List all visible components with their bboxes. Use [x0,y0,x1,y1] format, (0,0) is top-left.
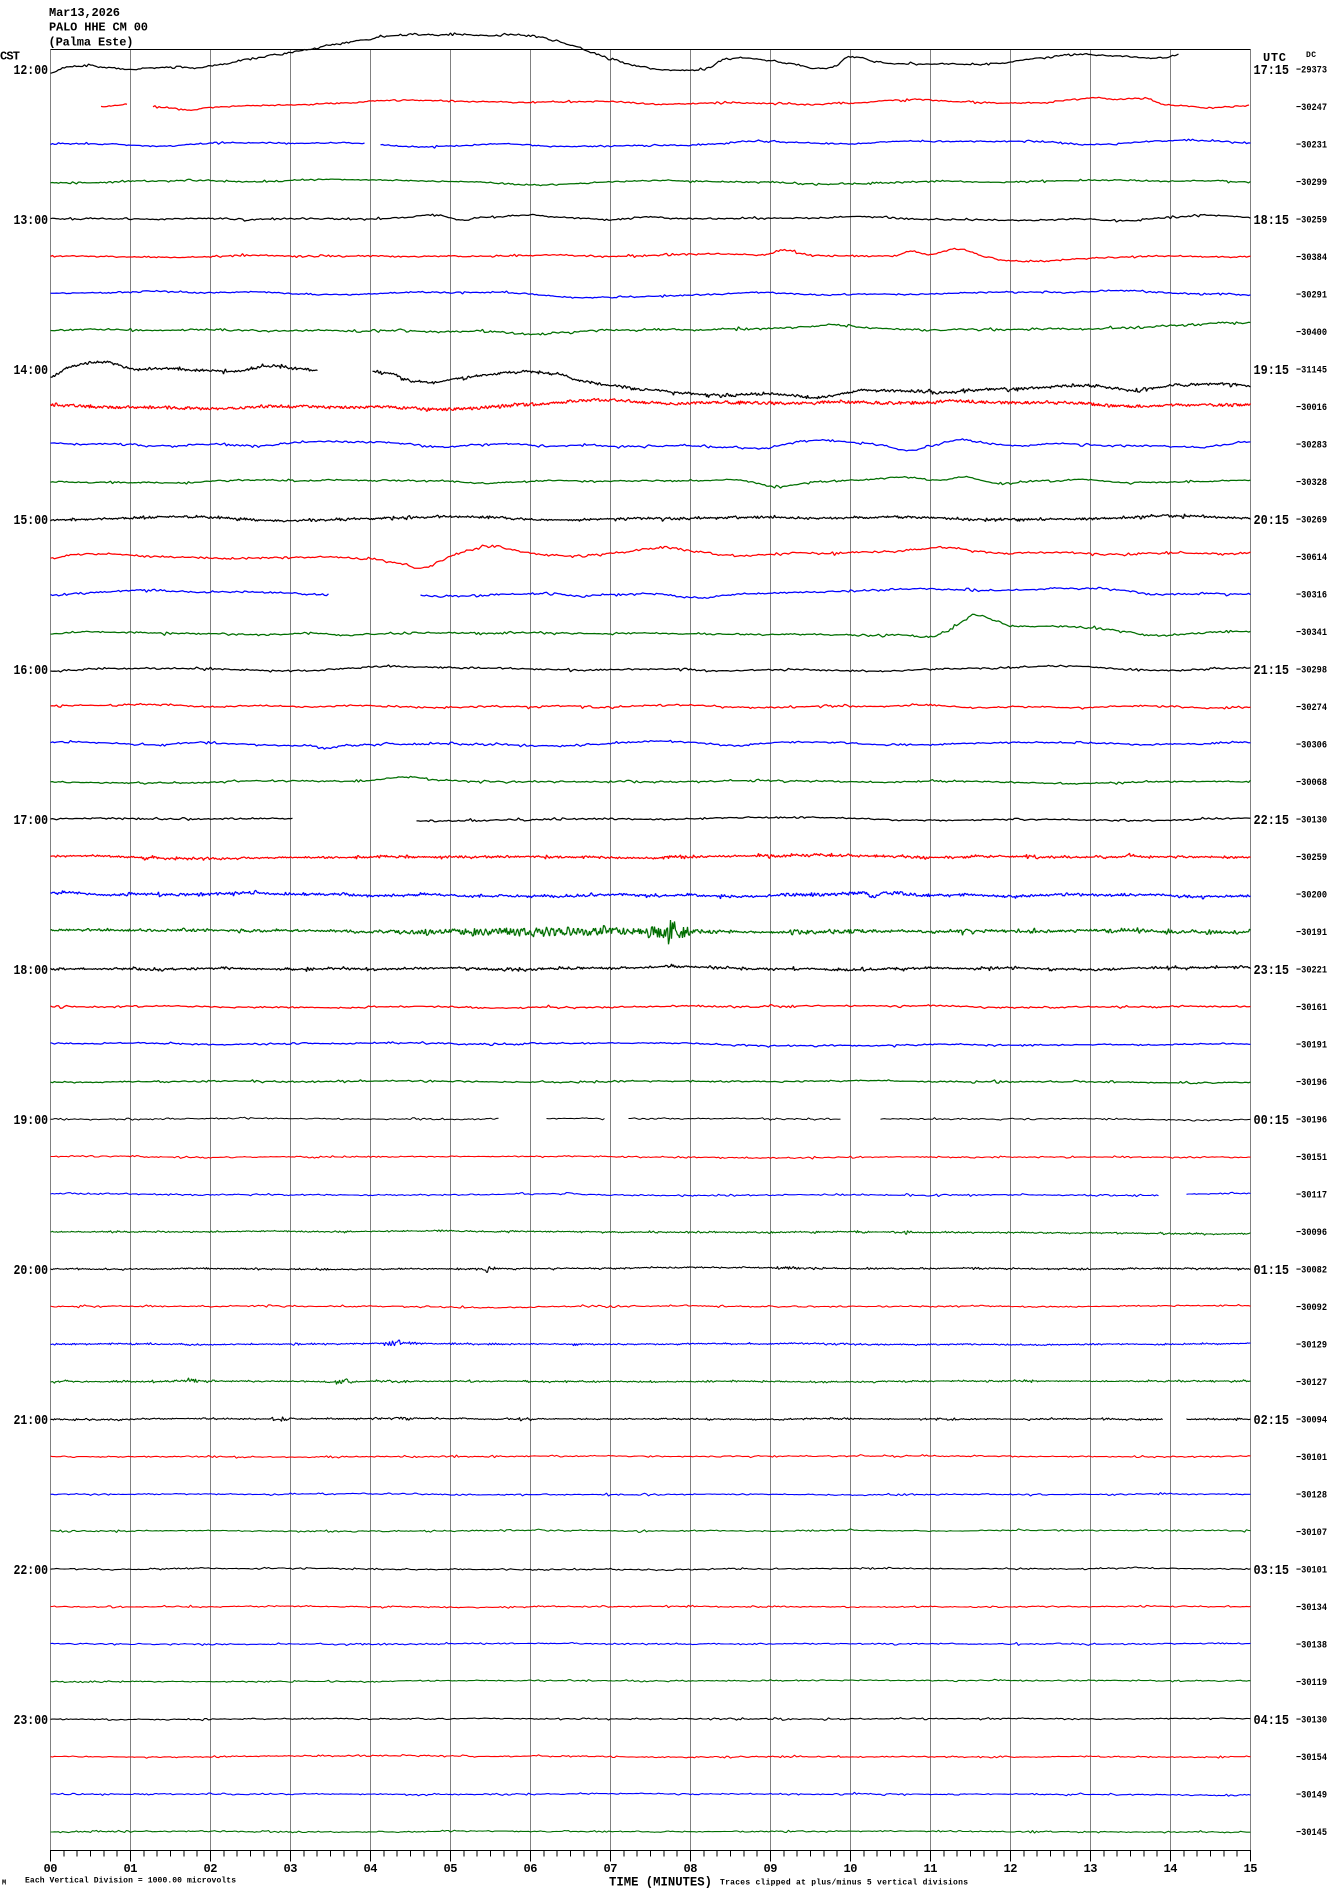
svg-text:−30274: −30274 [1296,703,1327,714]
svg-text:03:15: 03:15 [1254,1564,1290,1579]
svg-text:19:15: 19:15 [1254,364,1290,379]
svg-text:−30259: −30259 [1296,853,1327,864]
svg-text:17:15: 17:15 [1254,64,1290,79]
svg-text:02:15: 02:15 [1254,1414,1290,1429]
svg-text:−30154: −30154 [1296,1753,1327,1764]
svg-text:17:00: 17:00 [14,814,49,829]
svg-text:−30161: −30161 [1296,1003,1327,1014]
svg-text:−30107: −30107 [1296,1528,1327,1539]
svg-text:12: 12 [1004,1862,1018,1876]
svg-text:18:00: 18:00 [14,964,49,979]
svg-text:−30096: −30096 [1296,1228,1327,1239]
svg-text:14:00: 14:00 [14,364,49,379]
svg-text:Mar13,2026: Mar13,2026 [49,6,120,20]
svg-text:01: 01 [124,1862,138,1876]
svg-text:12:00: 12:00 [14,64,49,79]
svg-text:23:00: 23:00 [14,1714,49,1729]
svg-text:08: 08 [684,1862,698,1876]
svg-text:−30117: −30117 [1296,1191,1327,1202]
svg-text:05: 05 [444,1862,458,1876]
svg-text:−30134: −30134 [1296,1603,1327,1614]
svg-text:−30221: −30221 [1296,966,1327,977]
svg-text:−31145: −31145 [1296,366,1327,377]
svg-text:−30269: −30269 [1296,516,1327,527]
svg-text:01:15: 01:15 [1254,1264,1290,1279]
svg-text:22:00: 22:00 [14,1564,49,1579]
svg-text:−30400: −30400 [1296,328,1327,339]
svg-text:−30145: −30145 [1296,1828,1327,1839]
svg-text:TIME (MINUTES): TIME (MINUTES) [609,1876,712,1890]
svg-text:−30101: −30101 [1296,1453,1327,1464]
svg-text:−30151: −30151 [1296,1153,1327,1164]
svg-text:UTC: UTC [1263,51,1286,65]
svg-text:−30191: −30191 [1296,928,1327,939]
svg-text:−30283: −30283 [1296,441,1327,452]
svg-text:09: 09 [764,1862,778,1876]
svg-text:−30092: −30092 [1296,1303,1327,1314]
svg-text:22:15: 22:15 [1254,814,1290,829]
svg-text:15: 15 [1244,1862,1258,1876]
svg-text:07: 07 [604,1862,618,1876]
svg-text:−30291: −30291 [1296,291,1327,302]
svg-text:−30128: −30128 [1296,1491,1327,1502]
svg-text:−30259: −30259 [1296,216,1327,227]
svg-text:13:00: 13:00 [14,214,49,229]
svg-text:18:15: 18:15 [1254,214,1290,229]
svg-text:−30298: −30298 [1296,666,1327,677]
svg-text:CST: CST [0,50,20,64]
svg-text:15:00: 15:00 [14,514,49,529]
svg-text:−30130: −30130 [1296,1716,1327,1727]
svg-text:−30101: −30101 [1296,1566,1327,1577]
svg-text:−30119: −30119 [1296,1678,1327,1689]
svg-text:00:15: 00:15 [1254,1114,1290,1129]
svg-text:19:00: 19:00 [14,1114,49,1129]
svg-text:00: 00 [44,1862,58,1876]
svg-text:16:00: 16:00 [14,664,49,679]
svg-text:−30016: −30016 [1296,403,1327,414]
svg-text:20:00: 20:00 [14,1264,49,1279]
svg-text:−30094: −30094 [1296,1416,1327,1427]
svg-text:−29373: −29373 [1296,66,1327,77]
svg-text:−30316: −30316 [1296,591,1327,602]
svg-text:−30138: −30138 [1296,1641,1327,1652]
svg-text:04:15: 04:15 [1254,1714,1290,1729]
svg-text:Each Vertical Division = 1000.: Each Vertical Division = 1000.00 microvo… [25,1877,236,1886]
svg-text:20:15: 20:15 [1254,514,1290,529]
svg-text:−30299: −30299 [1296,178,1327,189]
svg-text:−30328: −30328 [1296,478,1327,489]
svg-text:−30082: −30082 [1296,1266,1327,1277]
svg-text:M: M [2,1880,6,1888]
svg-text:−30149: −30149 [1296,1791,1327,1802]
svg-text:21:15: 21:15 [1254,664,1290,679]
svg-text:−30196: −30196 [1296,1116,1327,1127]
svg-text:−30384: −30384 [1296,253,1327,264]
svg-text:Traces clipped at plus/minus 5: Traces clipped at plus/minus 5 vertical … [720,1879,968,1888]
svg-text:−30200: −30200 [1296,891,1327,902]
svg-text:13: 13 [1084,1862,1098,1876]
svg-text:−30614: −30614 [1296,553,1327,564]
svg-text:21:00: 21:00 [14,1414,49,1429]
svg-text:−30068: −30068 [1296,778,1327,789]
svg-text:DC: DC [1306,51,1316,60]
svg-text:23:15: 23:15 [1254,964,1290,979]
svg-text:(Palma Este): (Palma Este) [49,36,134,50]
svg-text:−30306: −30306 [1296,741,1327,752]
svg-text:−30247: −30247 [1296,103,1327,114]
svg-text:04: 04 [364,1862,378,1876]
svg-text:−30127: −30127 [1296,1378,1327,1389]
svg-text:−30196: −30196 [1296,1078,1327,1089]
svg-text:−30129: −30129 [1296,1341,1327,1352]
svg-text:14: 14 [1164,1862,1178,1876]
svg-text:03: 03 [284,1862,298,1876]
svg-text:02: 02 [204,1862,218,1876]
svg-text:−30341: −30341 [1296,628,1327,639]
svg-text:06: 06 [524,1862,538,1876]
svg-text:10: 10 [844,1862,858,1876]
svg-text:PALO HHE CM 00: PALO HHE CM 00 [49,21,148,35]
svg-text:−30130: −30130 [1296,816,1327,827]
svg-text:−30231: −30231 [1296,141,1327,152]
svg-text:11: 11 [924,1862,938,1876]
svg-text:−30191: −30191 [1296,1041,1327,1052]
